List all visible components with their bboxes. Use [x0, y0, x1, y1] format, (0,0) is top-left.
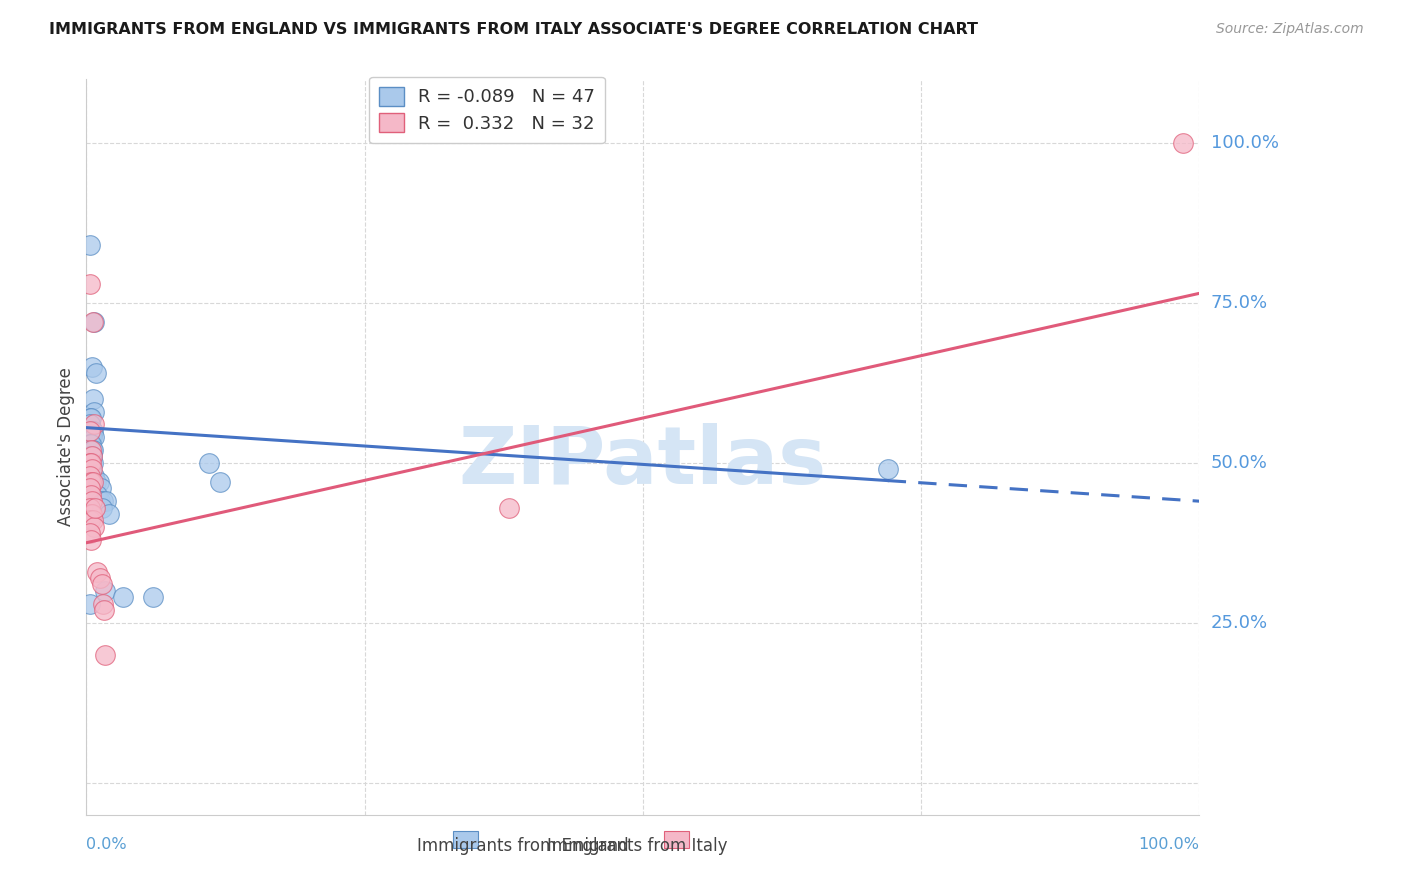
Point — [79, 513, 101, 527]
Point — [197, 456, 219, 470]
Point — [80, 450, 103, 464]
Point — [97, 507, 120, 521]
Point — [79, 436, 101, 450]
Point — [80, 430, 103, 444]
Point — [80, 442, 103, 457]
Point — [90, 482, 112, 496]
Point — [80, 430, 103, 444]
Point — [87, 475, 110, 489]
Point — [83, 468, 105, 483]
Point — [89, 571, 111, 585]
Text: 25.0%: 25.0% — [1211, 614, 1268, 632]
Legend: R = -0.089   N = 47, R =  0.332   N = 32: R = -0.089 N = 47, R = 0.332 N = 32 — [368, 77, 605, 143]
Point — [80, 462, 103, 476]
Point — [208, 475, 231, 489]
Point — [111, 590, 134, 604]
Point — [84, 475, 107, 489]
Point — [93, 603, 115, 617]
Point — [80, 450, 103, 464]
Point — [80, 442, 103, 457]
Point — [79, 450, 101, 464]
Text: 100.0%: 100.0% — [1211, 134, 1278, 152]
Point — [79, 500, 101, 515]
Point — [1171, 136, 1194, 150]
Text: Immigrants from Italy: Immigrants from Italy — [547, 837, 727, 855]
Point — [79, 411, 101, 425]
Point — [80, 436, 103, 450]
Text: Source: ZipAtlas.com: Source: ZipAtlas.com — [1216, 22, 1364, 37]
Text: 100.0%: 100.0% — [1139, 837, 1199, 852]
Point — [79, 430, 101, 444]
Text: 50.0%: 50.0% — [1211, 454, 1267, 472]
Point — [80, 450, 103, 464]
Point — [79, 482, 101, 496]
Point — [79, 468, 101, 483]
Point — [82, 424, 104, 438]
Point — [80, 507, 103, 521]
Point — [79, 456, 101, 470]
Point — [83, 404, 105, 418]
Point — [80, 462, 103, 476]
Point — [142, 590, 165, 604]
Point — [80, 533, 103, 547]
Point — [83, 520, 105, 534]
Point — [79, 277, 101, 291]
Point — [82, 456, 104, 470]
Point — [83, 430, 105, 444]
Point — [84, 366, 107, 380]
Point — [80, 456, 103, 470]
Point — [90, 500, 112, 515]
Point — [82, 442, 104, 457]
Point — [80, 475, 103, 489]
Point — [86, 565, 108, 579]
Point — [79, 597, 101, 611]
Point — [96, 494, 118, 508]
Point — [90, 577, 112, 591]
Point — [82, 392, 104, 406]
Text: IMMIGRANTS FROM ENGLAND VS IMMIGRANTS FROM ITALY ASSOCIATE'S DEGREE CORRELATION : IMMIGRANTS FROM ENGLAND VS IMMIGRANTS FR… — [49, 22, 979, 37]
Point — [84, 500, 107, 515]
Point — [79, 513, 101, 527]
Point — [79, 456, 101, 470]
Point — [82, 475, 104, 489]
Point — [80, 507, 103, 521]
Point — [80, 424, 103, 438]
Point — [498, 500, 520, 515]
Point — [80, 488, 103, 502]
Point — [83, 315, 105, 329]
Y-axis label: Associate's Degree: Associate's Degree — [58, 368, 75, 526]
Point — [86, 488, 108, 502]
Point — [91, 494, 114, 508]
Point — [89, 494, 111, 508]
Text: 0.0%: 0.0% — [86, 837, 127, 852]
Point — [876, 462, 898, 476]
Point — [79, 238, 101, 252]
Point — [80, 359, 103, 374]
Point — [79, 417, 101, 432]
Point — [80, 456, 103, 470]
Point — [79, 526, 101, 541]
Point — [82, 513, 104, 527]
Text: 75.0%: 75.0% — [1211, 293, 1268, 312]
Point — [79, 424, 101, 438]
Point — [94, 583, 117, 598]
Point — [91, 597, 114, 611]
Point — [80, 411, 103, 425]
Point — [94, 648, 117, 662]
Point — [82, 315, 104, 329]
Text: ZIPatlas: ZIPatlas — [458, 423, 827, 500]
Point — [80, 424, 103, 438]
Point — [79, 475, 101, 489]
Point — [83, 417, 105, 432]
Text: Immigrants from England: Immigrants from England — [418, 837, 628, 855]
Point — [80, 494, 103, 508]
Point — [79, 462, 101, 476]
